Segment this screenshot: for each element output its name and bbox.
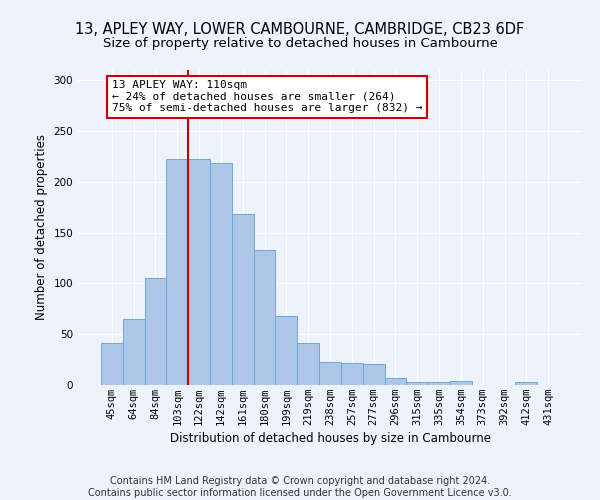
Bar <box>450 381 472 385</box>
Bar <box>145 278 166 385</box>
Bar <box>254 250 275 385</box>
Bar <box>297 344 319 385</box>
Y-axis label: Number of detached properties: Number of detached properties <box>35 134 48 320</box>
Text: 13 APLEY WAY: 110sqm
← 24% of detached houses are smaller (264)
75% of semi-deta: 13 APLEY WAY: 110sqm ← 24% of detached h… <box>112 80 422 114</box>
Bar <box>515 382 537 385</box>
Bar <box>166 160 188 385</box>
Text: Size of property relative to detached houses in Cambourne: Size of property relative to detached ho… <box>103 38 497 51</box>
Bar <box>363 364 385 385</box>
Bar <box>275 316 297 385</box>
Bar <box>341 362 363 385</box>
Bar <box>319 362 341 385</box>
Bar <box>385 378 406 385</box>
Bar <box>123 319 145 385</box>
Bar <box>232 214 254 385</box>
X-axis label: Distribution of detached houses by size in Cambourne: Distribution of detached houses by size … <box>170 432 491 445</box>
Text: 13, APLEY WAY, LOWER CAMBOURNE, CAMBRIDGE, CB23 6DF: 13, APLEY WAY, LOWER CAMBOURNE, CAMBRIDG… <box>76 22 524 38</box>
Bar <box>406 382 428 385</box>
Bar <box>210 164 232 385</box>
Bar <box>101 344 123 385</box>
Text: Contains HM Land Registry data © Crown copyright and database right 2024.
Contai: Contains HM Land Registry data © Crown c… <box>88 476 512 498</box>
Bar <box>188 160 210 385</box>
Bar <box>428 382 450 385</box>
